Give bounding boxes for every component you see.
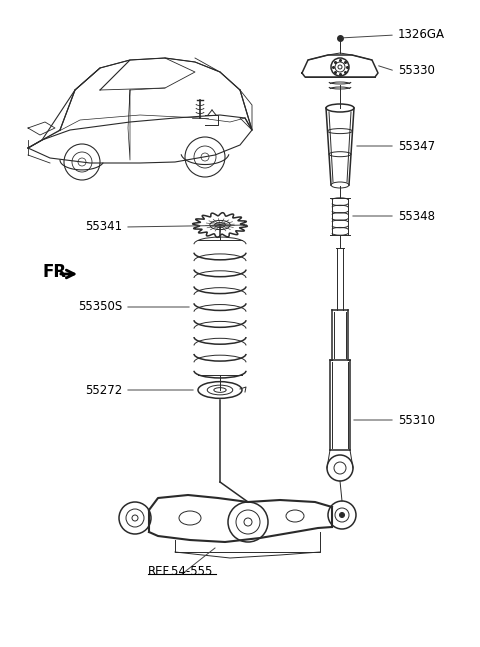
Text: 55350S: 55350S <box>78 300 122 314</box>
Text: 1326GA: 1326GA <box>398 28 445 41</box>
Text: FR.: FR. <box>42 263 73 281</box>
Text: 55348: 55348 <box>398 210 435 223</box>
Text: 55341: 55341 <box>85 221 122 234</box>
Text: 55330: 55330 <box>398 65 435 78</box>
Circle shape <box>339 512 345 518</box>
Text: 55272: 55272 <box>85 384 122 397</box>
Text: 55347: 55347 <box>398 140 435 153</box>
Text: 55310: 55310 <box>398 413 435 426</box>
Text: REF.54-555: REF.54-555 <box>148 565 214 578</box>
